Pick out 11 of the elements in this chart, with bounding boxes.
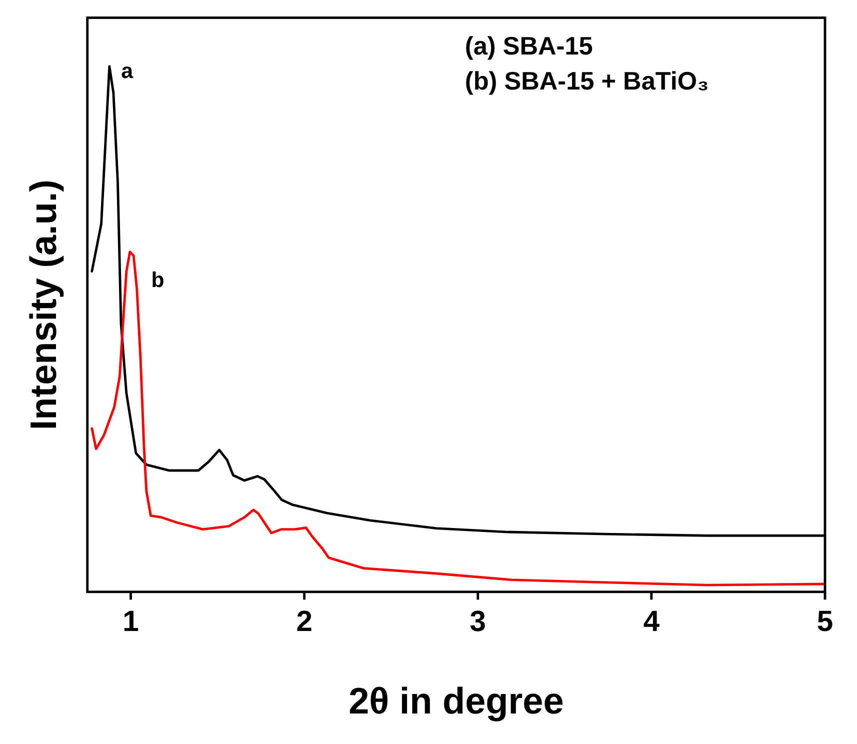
series-label: b [151,268,164,292]
x-tick-label: 3 [470,606,486,638]
y-axis-title: Intensity (a.u.) [23,180,64,430]
x-tick-label: 2 [296,606,312,638]
text: (a) SBA-15 [464,32,593,61]
x-axis-title: 2θ in degree [348,680,564,722]
series-label: a [121,59,134,84]
annotation: (b) SBA-15 + BaTiO₃ [464,68,709,96]
x-tick-label: 5 [816,606,834,638]
x-tick-label: 1 [122,606,139,638]
x-tick-label: 4 [643,606,660,638]
